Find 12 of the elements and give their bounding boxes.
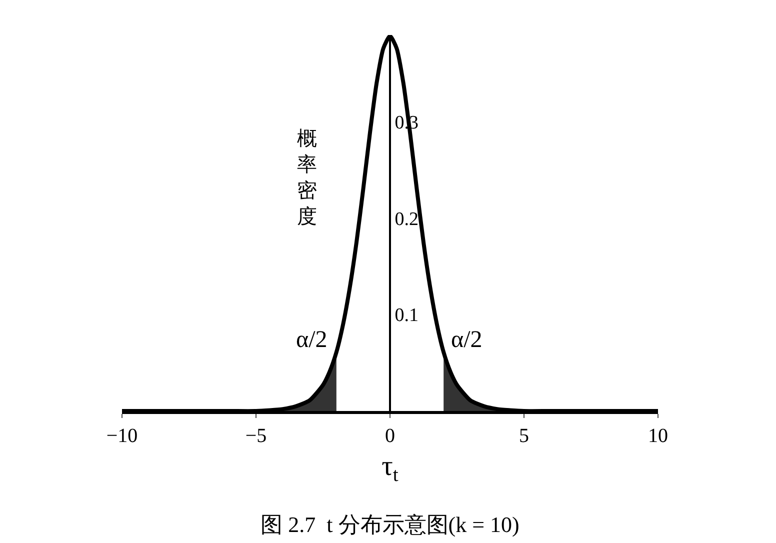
x-tick-label: 0 <box>385 425 395 447</box>
annotation: α/2 <box>451 327 482 353</box>
x-tick-label: 10 <box>648 425 668 447</box>
x-axis-title: τ$_{t}$ <box>382 451 399 486</box>
x-tick-label: −10 <box>106 425 138 447</box>
y-tick-label: 0.2 <box>394 208 419 230</box>
text: 图 2.7 t 分布示意图(k = 10) <box>260 512 520 538</box>
x-tick-label: 5 <box>519 425 529 447</box>
x-tick-label: −5 <box>245 425 267 447</box>
y-axis-title: 概率密度 <box>297 128 317 228</box>
y-tick-label: 0.1 <box>394 305 419 326</box>
annotation: α/2 <box>296 327 328 353</box>
